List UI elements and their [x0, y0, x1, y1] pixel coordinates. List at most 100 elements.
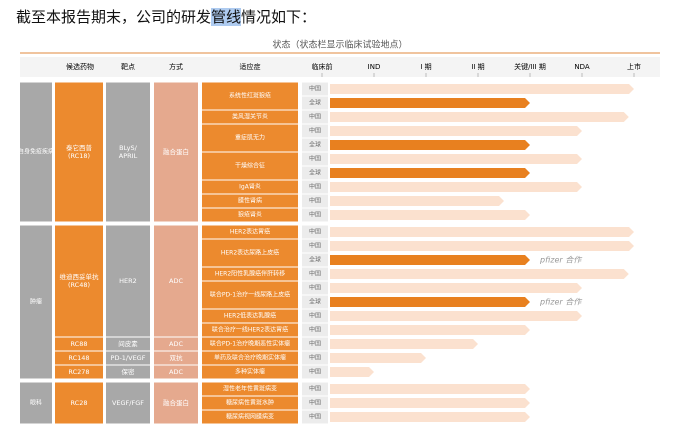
region: 中国 — [309, 284, 321, 292]
progress-bar — [330, 269, 629, 279]
cell — [202, 124, 298, 152]
progress-bar — [330, 398, 530, 408]
progress-bar — [330, 241, 634, 251]
stage-label: NDA — [574, 63, 590, 71]
target: PD-1/VEGF — [111, 354, 146, 362]
indication: 狼疮肾炎 — [238, 211, 262, 219]
cell — [302, 124, 328, 138]
region: 中国 — [309, 85, 321, 93]
indication: 联合PD-1治疗一线尿路上皮癌 — [210, 291, 290, 299]
cell — [302, 396, 328, 410]
indication: 单药及联合治疗晚期实体瘤 — [214, 354, 286, 362]
cell — [55, 82, 103, 222]
cell — [202, 382, 298, 396]
progress-bar — [330, 311, 582, 321]
cell — [202, 239, 298, 267]
mode: ADC — [169, 368, 183, 376]
region: 中国 — [309, 113, 321, 121]
mode: 融合蛋白 — [163, 398, 189, 407]
region: 中国 — [309, 385, 321, 393]
indication: 多种实体瘤 — [235, 368, 265, 376]
partner-note: pfizer 合作 — [539, 298, 583, 307]
cell — [106, 351, 150, 365]
cell — [302, 351, 328, 365]
cell — [302, 225, 328, 239]
region: 全球 — [309, 141, 321, 149]
progress-bar — [330, 255, 530, 265]
drug-name: 泰它西普(RC18) — [66, 143, 93, 160]
cell — [202, 194, 298, 208]
cell — [202, 82, 298, 110]
indication: 湿性老年性黄斑病变 — [223, 385, 277, 393]
region: 中国 — [309, 326, 321, 334]
progress-bar — [330, 112, 629, 122]
column-header: 靶点 — [121, 62, 135, 71]
region: 全球 — [309, 99, 321, 107]
cell — [302, 82, 328, 96]
cell — [55, 337, 103, 351]
progress-bar — [330, 339, 478, 349]
region: 中国 — [309, 211, 321, 219]
indication: 干燥综合征 — [235, 162, 265, 170]
region: 中国 — [309, 197, 321, 205]
cell — [302, 194, 328, 208]
cell — [302, 281, 328, 295]
region: 全球 — [309, 298, 321, 306]
group-label: 肿瘤 — [30, 298, 42, 306]
indication: 联合PD-1治疗晚期恶性实体瘤 — [210, 340, 290, 348]
drug-name: RC28 — [70, 399, 87, 407]
cell — [202, 208, 298, 222]
indication: HER2表达胃癌 — [230, 228, 270, 236]
cell — [20, 382, 52, 424]
indication: HER2低表达乳腺癌 — [224, 312, 276, 320]
target: BLyS/APRIL — [119, 144, 138, 160]
cell — [202, 281, 298, 309]
progress-bar — [330, 154, 582, 164]
cell — [106, 382, 150, 424]
mode: ADC — [169, 277, 183, 285]
region: 中国 — [309, 340, 321, 348]
stage-label: IND — [368, 63, 381, 71]
intro-text: 情况如下： — [241, 8, 317, 26]
cell — [302, 110, 328, 124]
stage-label: 关键/III 期 — [514, 62, 546, 71]
progress-bar — [330, 84, 634, 94]
mode: ADC — [169, 340, 183, 348]
progress-bar — [330, 168, 530, 178]
progress-bar — [330, 384, 530, 394]
column-header: 方式 — [169, 62, 183, 71]
stage-label: I 期 — [420, 63, 431, 71]
cell — [20, 82, 52, 222]
stage-label: 临床前 — [312, 62, 333, 71]
cell — [106, 82, 150, 222]
region: 中国 — [309, 399, 321, 407]
indication: 系统性红斑狼疮 — [229, 92, 271, 100]
cell — [202, 309, 298, 323]
cell — [302, 152, 328, 166]
cell — [302, 180, 328, 194]
progress-bar — [330, 412, 530, 422]
cell — [202, 365, 298, 379]
cell — [154, 365, 198, 379]
cell — [202, 396, 298, 410]
cell — [202, 110, 298, 124]
region: 中国 — [309, 242, 321, 250]
progress-bar — [330, 325, 530, 335]
progress-bar — [330, 297, 530, 307]
cell — [55, 351, 103, 365]
region: 中国 — [309, 155, 321, 163]
cell — [202, 410, 298, 424]
progress-bar — [330, 210, 530, 220]
partner-note: pfizer 合作 — [539, 256, 583, 265]
progress-bar — [330, 367, 374, 377]
progress-bar — [330, 126, 582, 136]
indication: 糖尿病性黄斑水肿 — [226, 399, 274, 407]
intro-text: 截至本报告期末，公司的研发 — [16, 8, 212, 26]
cell — [302, 337, 328, 351]
cell — [55, 365, 103, 379]
cell — [202, 180, 298, 194]
cell — [302, 208, 328, 222]
region: 中国 — [309, 183, 321, 191]
region: 全球 — [309, 169, 321, 177]
